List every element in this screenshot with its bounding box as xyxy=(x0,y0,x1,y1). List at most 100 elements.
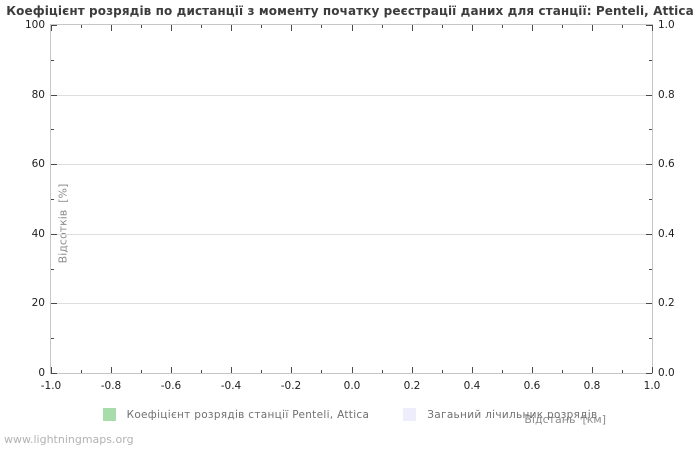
x-minor-tick-top xyxy=(382,25,383,28)
plot-area: Відсотків [%] Кількість Відстань [км] -1… xyxy=(25,19,675,426)
gridline-y xyxy=(51,303,652,305)
x-major-tick xyxy=(532,367,533,373)
x-minor-tick xyxy=(261,370,262,373)
legend-label-counter: Загаьний лічильник розрядів xyxy=(427,408,598,421)
x-tick-label: -0.6 xyxy=(160,380,182,392)
x-tick-label: -0.4 xyxy=(220,380,242,392)
y-left-tick-label: 0 xyxy=(38,367,45,379)
x-tick-label: 0.4 xyxy=(463,380,481,392)
x-major-tick xyxy=(352,367,353,373)
x-major-tick xyxy=(51,367,52,373)
y-minor-tick-left xyxy=(51,129,54,130)
x-tick-label: -0.8 xyxy=(100,380,122,392)
x-axis-title: Відстань [км] xyxy=(524,413,606,426)
y-major-tick-left xyxy=(51,373,57,374)
x-major-tick xyxy=(592,367,593,373)
x-major-tick xyxy=(291,367,292,373)
y-major-tick-left xyxy=(51,25,57,26)
x-tick-label: 1.0 xyxy=(643,380,661,392)
legend-item-ratio: Коефіцієнт розрядів станції Penteli, Att… xyxy=(102,408,370,421)
x-major-tick-top xyxy=(291,25,292,31)
legend-item-counter: Загаьний лічильник розрядів xyxy=(403,408,597,421)
y-left-tick-label: 60 xyxy=(31,158,45,170)
y-left-tick-label: 80 xyxy=(31,89,45,101)
x-minor-tick-top xyxy=(442,25,443,28)
legend-label-ratio: Коефіцієнт розрядів станції Penteli, Att… xyxy=(126,408,370,421)
y-right-tick-label: 0.6 xyxy=(658,158,675,170)
chart-title: Коефіцієнт розрядів по дистанції з момен… xyxy=(6,4,694,18)
x-minor-tick-top xyxy=(201,25,202,28)
y-major-tick-right xyxy=(646,95,652,96)
x-tick-label: 0.2 xyxy=(403,380,421,392)
x-major-tick-top xyxy=(472,25,473,31)
x-minor-tick xyxy=(321,370,322,373)
x-minor-tick-top xyxy=(502,25,503,28)
gridline-y xyxy=(51,164,652,166)
x-tick-label: -1.0 xyxy=(40,380,62,392)
y-minor-tick-right xyxy=(649,199,652,200)
x-minor-tick xyxy=(442,370,443,373)
y-axis-left-title: Відсотків [%] xyxy=(56,183,70,264)
y-major-tick-right xyxy=(646,164,652,165)
x-minor-tick-top xyxy=(81,25,82,28)
x-tick-label: 0.8 xyxy=(583,380,601,392)
y-major-tick-right xyxy=(646,234,652,235)
x-minor-tick-top xyxy=(321,25,322,28)
y-major-tick-right xyxy=(646,25,652,26)
y-left-tick-label: 40 xyxy=(31,228,45,240)
y-right-tick-label: 0.0 xyxy=(658,367,675,379)
x-major-tick-top xyxy=(352,25,353,31)
gridline-y xyxy=(51,94,652,96)
x-major-tick xyxy=(171,367,172,373)
y-right-tick-label: 0.4 xyxy=(658,228,675,240)
x-tick-label: -0.2 xyxy=(280,380,302,392)
x-minor-tick-top xyxy=(141,25,142,28)
x-major-tick xyxy=(472,367,473,373)
y-major-tick-left xyxy=(51,164,57,165)
y-major-tick-right xyxy=(646,303,652,304)
gridline-y xyxy=(51,233,652,235)
y-right-tick-label: 1.0 xyxy=(658,19,675,31)
x-major-tick xyxy=(412,367,413,373)
x-major-tick-top xyxy=(412,25,413,31)
x-minor-tick xyxy=(622,370,623,373)
legend-swatch-ratio xyxy=(102,408,116,421)
x-major-tick-top xyxy=(51,25,52,31)
x-minor-tick xyxy=(562,370,563,373)
y-minor-tick-left xyxy=(51,199,54,200)
y-left-tick-label: 20 xyxy=(31,297,45,309)
legend-swatch-counter xyxy=(403,408,417,421)
x-major-tick-top xyxy=(532,25,533,31)
x-minor-tick-top xyxy=(562,25,563,28)
x-major-tick xyxy=(652,367,653,373)
y-minor-tick-right xyxy=(649,338,652,339)
y-minor-tick-right xyxy=(649,269,652,270)
y-left-tick-label: 100 xyxy=(24,19,45,31)
x-major-tick xyxy=(231,367,232,373)
watermark-url: www.lightningmaps.org xyxy=(4,433,134,446)
x-major-tick-top xyxy=(592,25,593,31)
y-major-tick-left xyxy=(51,95,57,96)
x-major-tick-top xyxy=(111,25,112,31)
x-minor-tick xyxy=(502,370,503,373)
y-major-tick-left xyxy=(51,303,57,304)
x-tick-label: 0.6 xyxy=(523,380,541,392)
x-minor-tick xyxy=(141,370,142,373)
legend: Коефіцієнт розрядів станції Penteli, Att… xyxy=(0,408,700,421)
x-major-tick-top xyxy=(171,25,172,31)
x-minor-tick xyxy=(81,370,82,373)
x-minor-tick xyxy=(201,370,202,373)
y-minor-tick-right xyxy=(649,60,652,61)
y-minor-tick-left xyxy=(51,60,54,61)
x-major-tick-top xyxy=(652,25,653,31)
x-major-tick xyxy=(111,367,112,373)
x-minor-tick xyxy=(382,370,383,373)
y-minor-tick-left xyxy=(51,269,54,270)
x-minor-tick-top xyxy=(261,25,262,28)
x-minor-tick-top xyxy=(622,25,623,28)
y-major-tick-left xyxy=(51,234,57,235)
y-minor-tick-right xyxy=(649,129,652,130)
x-tick-label: 0.0 xyxy=(343,380,361,392)
y-major-tick-right xyxy=(646,373,652,374)
